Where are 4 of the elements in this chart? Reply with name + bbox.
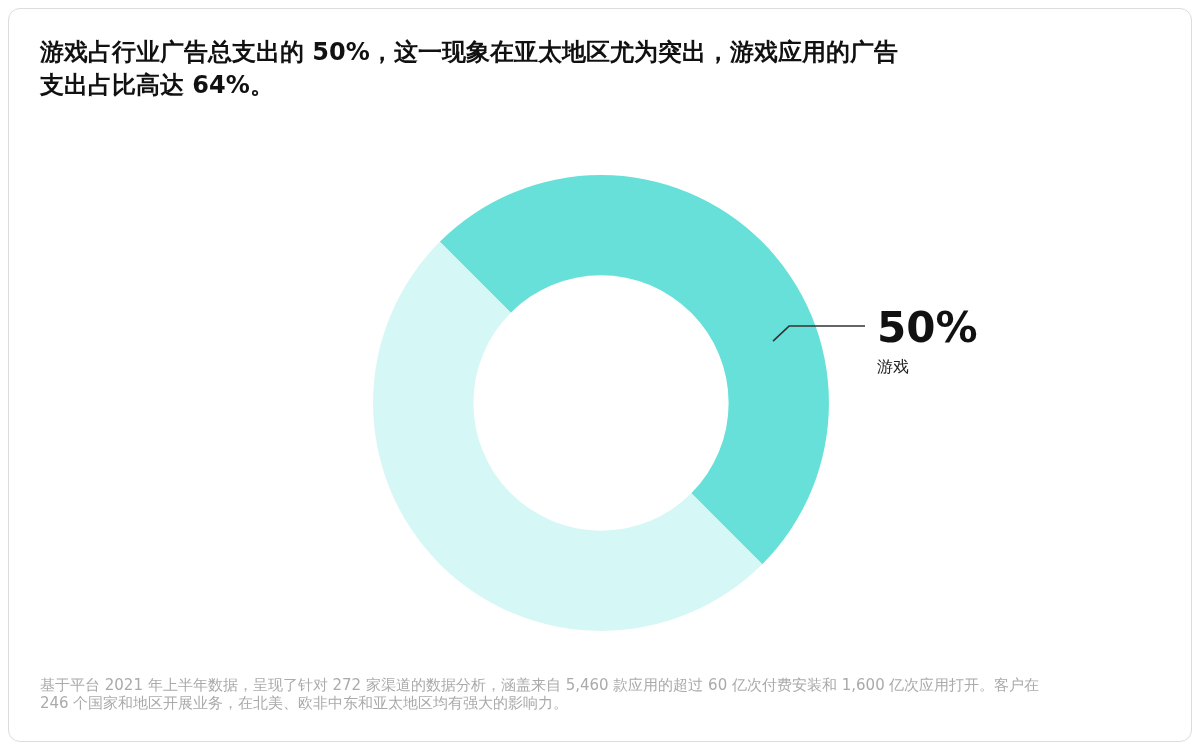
- chart-title: 游戏占行业广告总支出的 50%，这一现象在亚太地区尤为突出，游戏应用的广告支出占比高达 64%。: [40, 37, 899, 101]
- slice-label: 游戏: [877, 357, 909, 377]
- data-label: 50%: [877, 303, 978, 353]
- text: 基于平台 2021 年上半年数据，呈现了针对 272 家渠道的数据分析，涵盖来自 5,460 款应用的超过 60 亿次付费安装和 1,600 亿次应用打开。客户在 246 个国家和地区开展业务，在北美、欧非中东和亚太地区均有强大的影响力。: [40, 676, 1041, 712]
